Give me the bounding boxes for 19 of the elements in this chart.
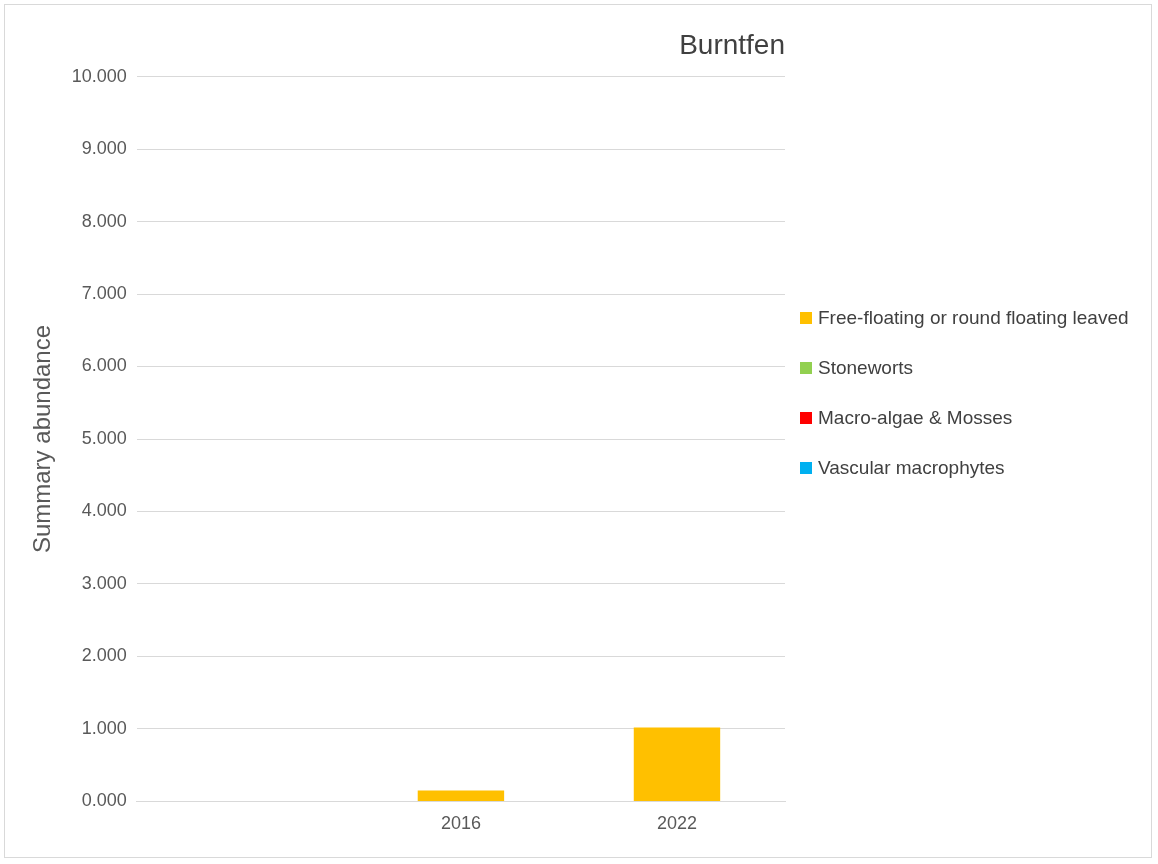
- x-tick-label: 2022: [656, 813, 697, 834]
- y-tick-label: 2.000: [81, 645, 127, 666]
- y-tick-label: 4.000: [81, 500, 127, 521]
- y-tick-label: 9.000: [81, 138, 127, 159]
- legend-label: Macro-algae & Mosses: [818, 406, 1013, 430]
- y-tick-label: 3.000: [81, 572, 127, 593]
- y-axis-title: Summary abundance: [28, 324, 56, 554]
- legend-label: Free-floating or round floating leaved: [818, 306, 1129, 330]
- y-tick-label: 6.000: [81, 355, 127, 376]
- y-tick-label: 5.000: [81, 427, 127, 448]
- y-tick-label: 7.000: [81, 283, 127, 304]
- legend-label: Stoneworts: [818, 356, 914, 380]
- y-tick-label: 8.000: [81, 210, 127, 231]
- legend-label: Vascular macrophytes: [818, 456, 1005, 480]
- y-tick-label: 10.000: [71, 65, 127, 86]
- chart-title: Burntfen: [679, 28, 785, 60]
- y-tick-label: 1.000: [81, 717, 127, 738]
- y-tick-label: 0.000: [81, 790, 127, 811]
- x-tick-label: 2016: [440, 813, 481, 834]
